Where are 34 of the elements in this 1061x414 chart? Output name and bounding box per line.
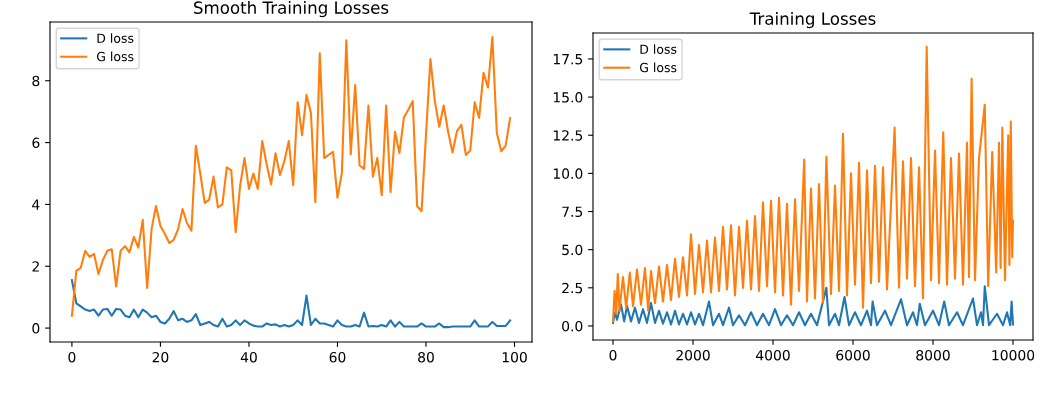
y-tick-label: 5.0 bbox=[562, 244, 583, 256]
x-tick-label: 40 bbox=[240, 351, 257, 363]
line-series bbox=[70, 279, 512, 329]
x-tick-label: 6000 bbox=[836, 349, 870, 361]
y-tick-label: 15.0 bbox=[553, 92, 583, 103]
x-tick-label: 100 bbox=[502, 351, 527, 363]
y-tick-label: 8 bbox=[32, 75, 40, 87]
legend-label: D loss bbox=[97, 33, 134, 43]
x-tick-label: 8000 bbox=[916, 349, 950, 361]
legend-label: G loss bbox=[96, 51, 134, 62]
y-tick-label: 0 bbox=[32, 323, 40, 334]
y-tick-label: 6 bbox=[32, 137, 40, 149]
x-tick-label: 0 bbox=[68, 351, 76, 363]
chart-title: Smooth Training Losses bbox=[194, 1, 389, 18]
y-tick-label: 12.5 bbox=[553, 130, 583, 141]
y-tick-label: 10.0 bbox=[553, 168, 583, 179]
x-tick-label: 4000 bbox=[756, 349, 790, 361]
y-tick-label: 17.5 bbox=[553, 54, 583, 65]
line-series bbox=[611, 285, 1015, 327]
x-tick-label: 60 bbox=[329, 351, 346, 363]
line-series bbox=[611, 45, 1015, 323]
x-tick-label: 20 bbox=[152, 351, 169, 363]
x-tick-label: 80 bbox=[418, 351, 434, 363]
x-tick-label: 0 bbox=[609, 349, 617, 361]
y-tick-label: 2.5 bbox=[562, 282, 583, 294]
y-tick-label: 4 bbox=[32, 199, 40, 210]
y-tick-label: 7.5 bbox=[562, 206, 583, 217]
legend-label: D loss bbox=[640, 44, 677, 54]
legend-label: G loss bbox=[639, 62, 677, 73]
x-tick-label: 2000 bbox=[676, 349, 710, 361]
chart-title: Training Losses bbox=[749, 12, 876, 29]
y-tick-label: 0.0 bbox=[562, 320, 583, 332]
x-tick-label: 10000 bbox=[992, 349, 1035, 361]
y-tick-label: 2 bbox=[32, 261, 39, 272]
